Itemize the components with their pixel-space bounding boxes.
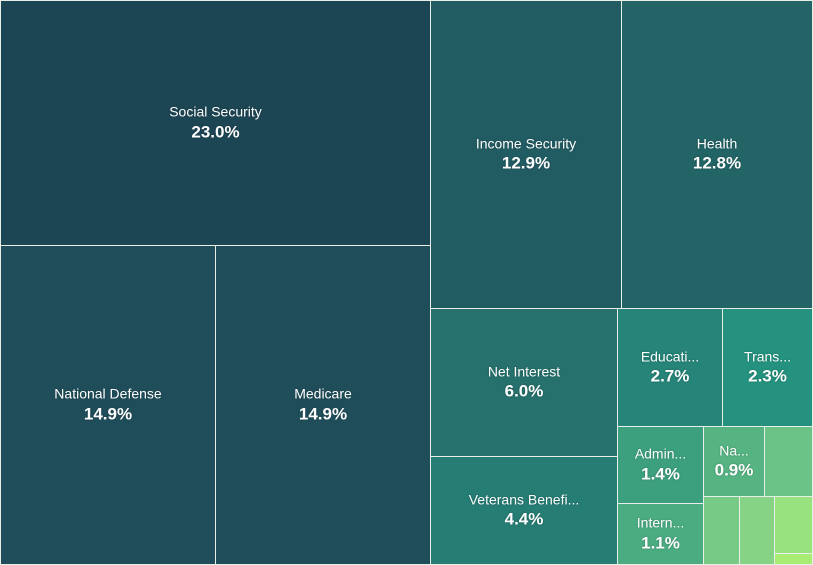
tile-category-label: Income Security [475,135,577,152]
tile-category-label: Trans... [744,348,791,365]
tile-label: Social Security 23.0% [1,104,430,143]
tile-category-label: Social Security [169,103,262,120]
tile-category-label: National Defense [54,385,162,402]
tile-value-label: 1.4% [641,464,680,484]
tile-category-label: Health [696,135,738,152]
tile-value-label: 1.1% [641,533,680,553]
treemap-tile-social-security[interactable]: Social Security 23.0% [0,0,431,246]
tile-value-label: 0.9% [714,460,754,480]
tile-value-label: 14.9% [83,404,133,424]
treemap-tile-national-defense[interactable]: National Defense 14.9% [0,245,216,565]
treemap-tile-education[interactable]: Educati... 2.7% [617,308,723,427]
treemap-tile-medicare[interactable]: Medicare 14.9% [215,245,431,565]
tile-value-label: 2.3% [748,366,787,386]
tile-label: Veterans Benefi... 4.4% [431,491,617,530]
tile-value-label: 14.9% [298,404,348,424]
tile-label: Educati... 2.7% [618,348,722,387]
treemap-tile-health[interactable]: Health 12.8% [621,0,813,309]
tile-label: Admin... 1.4% [618,446,703,485]
treemap-tile-veterans-benefits[interactable]: Veterans Benefi... 4.4% [430,456,618,565]
treemap-tile-small-1[interactable] [764,426,813,497]
tile-category-label: Intern... [636,514,685,531]
tile-label: Trans... 2.3% [723,348,812,387]
tile-value-label: 2.7% [650,366,690,386]
treemap-tile-income-security[interactable]: Income Security 12.9% [430,0,622,309]
tile-category-label: Educati... [640,348,700,365]
tile-category-label: Admin... [634,445,687,462]
tile-label: Income Security 12.9% [431,135,621,174]
tile-value-label: 4.4% [504,509,544,529]
tile-value-label: 23.0% [191,122,240,142]
tile-category-label: Net Interest [487,363,561,380]
tile-value-label: 6.0% [504,381,544,401]
tile-value-label: 12.8% [692,153,742,173]
treemap-tile-international[interactable]: Intern... 1.1% [617,503,704,565]
treemap-tile-natural-resources[interactable]: Na... 0.9% [703,426,765,497]
treemap-tile-transportation[interactable]: Trans... 2.3% [722,308,813,427]
treemap-tile-small-5[interactable] [774,553,813,565]
tile-label: National Defense 14.9% [1,386,215,425]
treemap-tile-small-3[interactable] [739,496,775,565]
tile-label: Na... 0.9% [704,442,764,481]
tile-value-label: 12.9% [501,153,551,173]
treemap-tile-net-interest[interactable]: Net Interest 6.0% [430,308,618,457]
treemap-tile-administration[interactable]: Admin... 1.4% [617,426,704,504]
tile-label: Medicare 14.9% [216,386,430,425]
treemap-tile-small-4[interactable] [774,496,813,554]
tile-category-label: Medicare [294,385,352,402]
tile-label: Health 12.8% [622,135,812,174]
tile-label: Intern... 1.1% [618,515,703,554]
tile-category-label: Veterans Benefi... [468,491,580,508]
tile-category-label: Na... [719,442,749,459]
tile-label: Net Interest 6.0% [431,363,617,402]
treemap-tile-small-2[interactable] [703,496,740,565]
